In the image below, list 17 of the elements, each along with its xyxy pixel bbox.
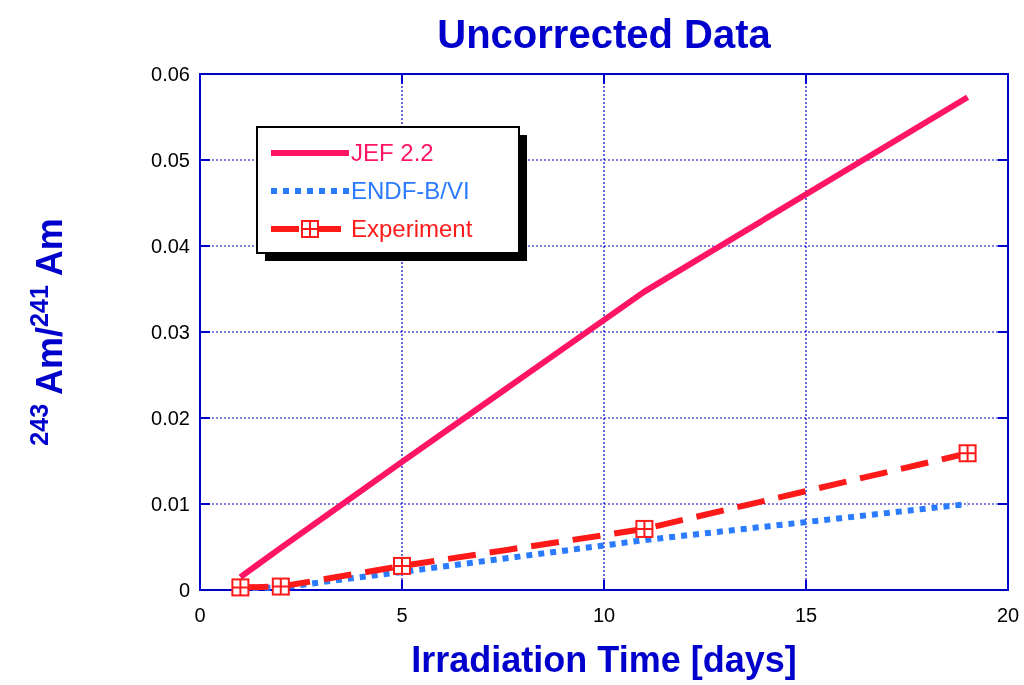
x-tick-label: 15 xyxy=(794,604,818,626)
x-tick-label: 0 xyxy=(194,604,206,626)
x-tick-label: 20 xyxy=(996,604,1020,626)
x-tick-label: 5 xyxy=(396,604,408,626)
y-tick-label: 0 xyxy=(178,579,190,601)
y-tick-label: 0.03 xyxy=(151,321,190,343)
y-tick-label: 0.05 xyxy=(151,149,190,171)
legend-label: JEF 2.2 xyxy=(351,139,434,166)
y-tick-label: 0.01 xyxy=(151,493,190,515)
legend-label: Experiment xyxy=(351,215,473,242)
chart-title: Uncorrected Data xyxy=(437,12,772,56)
y-tick-label: 0.04 xyxy=(151,235,190,257)
y-tick-label: 0.06 xyxy=(151,63,190,85)
x-tick-label: 10 xyxy=(592,604,616,626)
x-axis-title: Irradiation Time [days] xyxy=(411,639,797,680)
legend-label: ENDF-B/VI xyxy=(351,177,470,204)
y-tick-label: 0.02 xyxy=(151,407,190,429)
